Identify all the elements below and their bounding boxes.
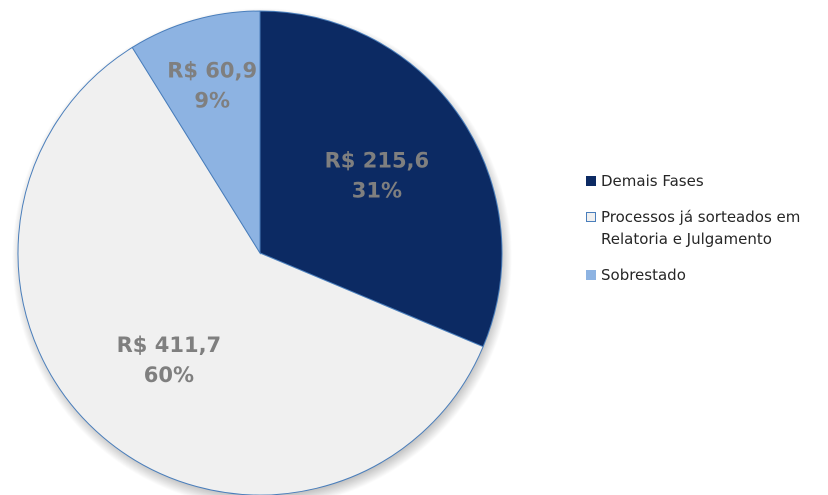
value-label: R$ 60,9 bbox=[167, 58, 257, 82]
percent-label: 9% bbox=[194, 88, 230, 112]
legend-item: Demais Fases bbox=[586, 170, 826, 192]
legend-label: Demais Fases bbox=[601, 172, 704, 190]
pie-slice bbox=[259, 10, 503, 348]
pie-slice bbox=[17, 46, 484, 495]
legend-swatch bbox=[586, 176, 596, 186]
legend-label: Sobrestado bbox=[601, 266, 686, 284]
legend-item: Processos já sorteados em Relatoria e Ju… bbox=[586, 206, 826, 250]
legend-label: Processos já sorteados em Relatoria e Ju… bbox=[601, 208, 801, 248]
value-label: R$ 215,6 bbox=[325, 148, 430, 172]
legend-swatch bbox=[586, 212, 596, 222]
value-label: R$ 411,7 bbox=[117, 333, 222, 357]
percent-label: 31% bbox=[352, 178, 402, 202]
pie-slice bbox=[131, 10, 261, 255]
legend: Demais Fases Processos já sorteados em Re… bbox=[586, 170, 826, 300]
percent-label: 60% bbox=[144, 363, 194, 387]
legend-swatch bbox=[586, 270, 596, 280]
legend-item: Sobrestado bbox=[586, 264, 826, 286]
